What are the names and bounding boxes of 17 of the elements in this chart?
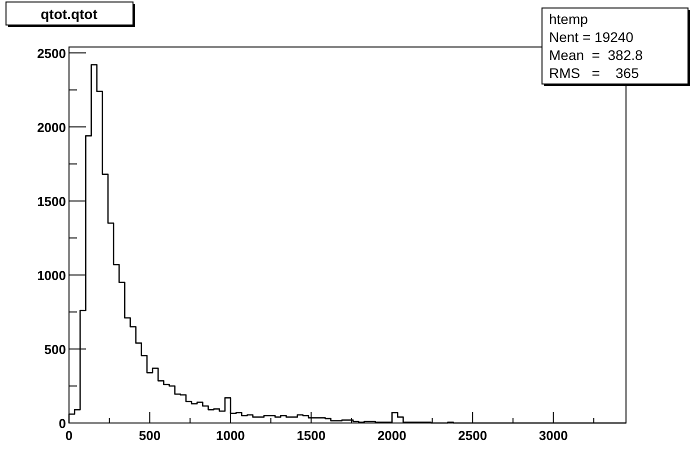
annotation: Mean = 382.8 (549, 47, 644, 63)
x-tick-label: 1500 (296, 428, 326, 443)
y-tick-label: 500 (44, 342, 66, 357)
title-box: qtot.qtot (6, 2, 135, 27)
x-tick-label: 1000 (216, 428, 245, 443)
x-tick-label: 500 (138, 428, 161, 443)
y-tick-label: 2000 (37, 120, 66, 135)
annotation: RMS = 365 (549, 65, 640, 81)
chart-title: qtot.qtot (40, 6, 98, 22)
x-tick-label: 2500 (458, 428, 488, 443)
stats-box: htemp Nent = 19240 Mean = 382.8 RMS = 365 (542, 8, 690, 86)
y-tick-label: 0 (58, 416, 66, 431)
x-tick-label: 2000 (377, 428, 406, 443)
x-tick-label: 3000 (538, 428, 568, 443)
y-tick-label: 1500 (37, 194, 66, 209)
y-tick-label: 2500 (37, 46, 66, 61)
y-tick-label: 1000 (37, 268, 66, 283)
